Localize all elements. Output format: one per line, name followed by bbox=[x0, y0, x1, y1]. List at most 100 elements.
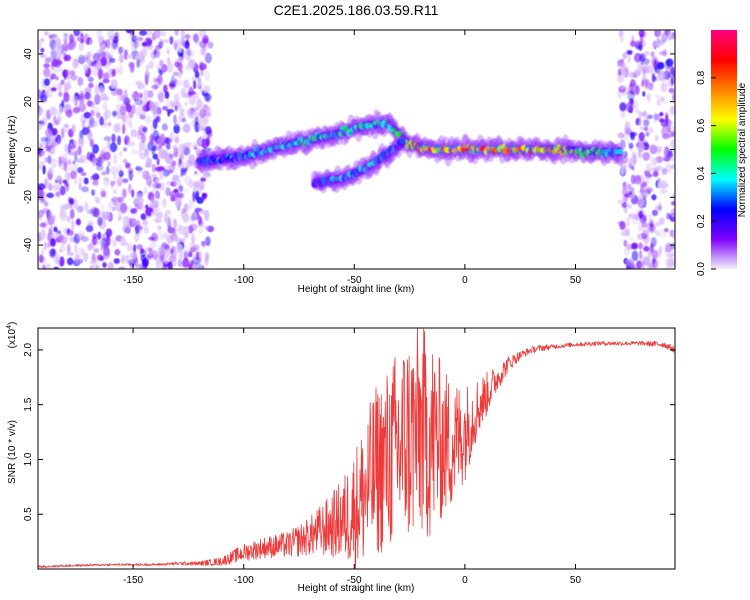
snr-x-tick-label: 50 bbox=[570, 575, 582, 586]
noise-blob bbox=[108, 57, 116, 63]
noise-blob bbox=[638, 242, 643, 250]
noise-blob bbox=[629, 40, 637, 47]
noise-blob bbox=[77, 145, 82, 156]
noise-blob bbox=[663, 71, 669, 82]
noise-blob bbox=[122, 115, 126, 125]
noise-blob bbox=[135, 219, 141, 231]
noise-blob bbox=[656, 76, 660, 83]
noise-blob bbox=[60, 79, 65, 86]
noise-blob bbox=[651, 258, 659, 269]
colorbar-tick-label: 0.2 bbox=[696, 214, 707, 228]
noise-blob bbox=[189, 223, 198, 232]
noise-blob bbox=[107, 261, 114, 269]
noise-blob bbox=[643, 126, 649, 132]
noise-blob bbox=[646, 163, 652, 173]
noise-blob bbox=[203, 70, 211, 81]
colorbar: 0.0 0.2 0.4 0.6 0.8 Normalized spectral ampl… bbox=[696, 30, 748, 276]
spectrogram-x-ticks: -150 -100 -50 0 50 bbox=[123, 30, 581, 286]
spectrogram-ylabel: Frequency (Hz) bbox=[7, 116, 18, 185]
noise-blob bbox=[58, 91, 63, 97]
noise-blob bbox=[92, 52, 101, 63]
noise-blob bbox=[87, 125, 91, 134]
noise-blob bbox=[126, 54, 133, 59]
noise-blob bbox=[651, 194, 657, 201]
noise-blob bbox=[204, 225, 210, 231]
noise-blob bbox=[184, 34, 191, 39]
noise-blob bbox=[42, 91, 47, 101]
noise-blob bbox=[120, 202, 128, 214]
noise-blob bbox=[71, 124, 76, 133]
colorbar-tick-label: 0.8 bbox=[696, 70, 707, 84]
noise-blob bbox=[121, 254, 125, 265]
noise-blob bbox=[122, 178, 129, 184]
noise-blob bbox=[127, 259, 136, 265]
snr-y-tick-label: 2.0 bbox=[23, 343, 34, 357]
noise-blob bbox=[661, 133, 670, 140]
noise-blob bbox=[123, 97, 131, 106]
noise-blob bbox=[111, 68, 116, 77]
noise-blob bbox=[170, 161, 175, 172]
snr-y-tick-label: 1.5 bbox=[23, 397, 34, 411]
noise-blob bbox=[177, 244, 184, 252]
noise-blob bbox=[66, 171, 71, 183]
noise-blob bbox=[164, 243, 170, 250]
noise-blob bbox=[113, 240, 117, 247]
noise-blob bbox=[620, 62, 627, 69]
noise-blob bbox=[163, 39, 169, 44]
noise-blob bbox=[47, 146, 51, 153]
noise-blob bbox=[617, 89, 623, 99]
noise-blob bbox=[49, 225, 54, 231]
noise-blob bbox=[205, 137, 211, 147]
noise-blob bbox=[178, 47, 182, 53]
noise-blob bbox=[48, 166, 54, 174]
colorbar-label: Normalized spectral amplitude bbox=[737, 82, 748, 217]
spectrogram-xlabel: Height of straight line (km) bbox=[298, 284, 415, 295]
noise-blob bbox=[80, 172, 87, 177]
noise-blob bbox=[191, 233, 195, 243]
noise-blob bbox=[173, 71, 179, 76]
noise-blob bbox=[51, 58, 59, 67]
figure-title: C2E1.2025.186.03.59.R11 bbox=[274, 2, 439, 18]
spectrogram-x-tick-label: 50 bbox=[570, 275, 582, 286]
noise-blob bbox=[47, 155, 52, 165]
noise-blob bbox=[122, 188, 127, 199]
noise-blob bbox=[108, 35, 114, 41]
noise-blob bbox=[53, 226, 58, 233]
noise-blob bbox=[78, 54, 86, 64]
noise-blob bbox=[62, 152, 68, 163]
noise-blob bbox=[78, 137, 84, 148]
noise-blob bbox=[69, 171, 76, 180]
noise-blob bbox=[80, 235, 89, 242]
noise-blob bbox=[155, 115, 160, 123]
snr-ylabel: SNR (10 * v/v) bbox=[7, 420, 18, 484]
noise-blob bbox=[66, 215, 71, 223]
noise-blob bbox=[200, 48, 206, 56]
noise-blob bbox=[70, 149, 76, 156]
noise-blob bbox=[636, 151, 643, 159]
noise-blob bbox=[38, 142, 41, 148]
noise-blob bbox=[38, 106, 44, 116]
noise-blob bbox=[627, 89, 635, 101]
noise-blob bbox=[38, 39, 42, 51]
noise-blob bbox=[187, 58, 196, 69]
spectrogram-y-tick-label: -40 bbox=[23, 237, 34, 252]
noise-blob bbox=[150, 211, 157, 216]
noise-blob bbox=[639, 185, 646, 193]
noise-blob bbox=[111, 39, 119, 50]
noise-blob bbox=[184, 101, 188, 107]
noise-blob bbox=[621, 164, 625, 176]
noise-blob bbox=[143, 89, 149, 100]
noise-blob bbox=[74, 149, 79, 158]
snr-multiplier-suffix: ) bbox=[7, 322, 18, 325]
noise-blob bbox=[138, 102, 146, 111]
noise-blob bbox=[658, 202, 662, 212]
noise-blob bbox=[105, 165, 110, 175]
snr-x-tick-label: -100 bbox=[234, 575, 254, 586]
noise-blob bbox=[38, 260, 41, 269]
noise-blob bbox=[173, 123, 180, 134]
noise-blob bbox=[173, 39, 179, 50]
noise-blob bbox=[179, 36, 186, 43]
noise-blob bbox=[146, 39, 153, 45]
noise-blob bbox=[39, 190, 46, 198]
snr-frame bbox=[37, 327, 676, 570]
